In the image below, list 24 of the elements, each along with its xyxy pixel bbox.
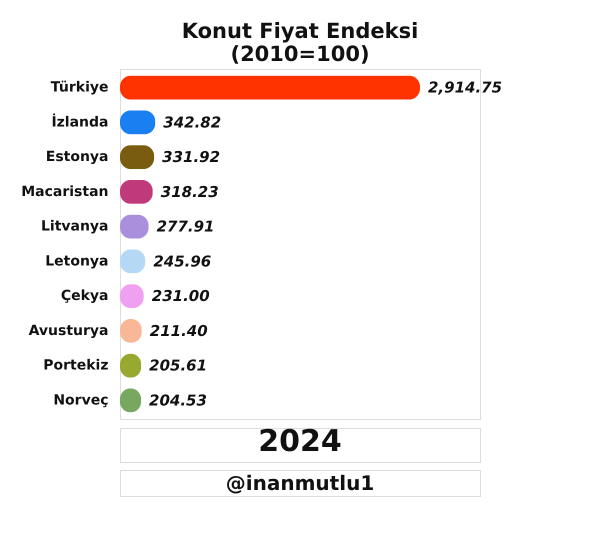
data-label: 204.53 [149,391,207,410]
bar [120,76,420,100]
data-label: 231.00 [152,287,210,306]
text: 2024 [258,424,342,459]
data-label: 277.91 [156,218,214,236]
chart-title: Konut Fiyat Endeksi (2010=100) [182,19,418,66]
data-label: 331.92 [162,148,220,166]
y-tick-label: Macaristan [21,184,108,200]
data-label: 211.40 [150,322,208,340]
data-label: 2,914.75 [428,78,502,97]
y-tick-label: Türkiye [50,80,108,96]
y-tick-label: Letonya [45,253,108,270]
y-tick-label: Avusturya [28,322,108,339]
y-tick-label: Çekya [60,288,108,304]
y-tick-label: İzlanda [51,113,108,130]
data-label: 318.23 [160,182,219,201]
y-tick-label: Litvanya [40,218,108,235]
data-label: 342.82 [163,113,222,132]
data-label: 205.61 [149,356,208,375]
data-label: 245.96 [153,252,212,270]
text: @inanmutlu1 [226,471,374,495]
y-tick-label: Norveç [53,392,108,408]
y-tick-label: Portekiz [43,358,108,374]
y-tick-label: Estonya [46,149,108,166]
